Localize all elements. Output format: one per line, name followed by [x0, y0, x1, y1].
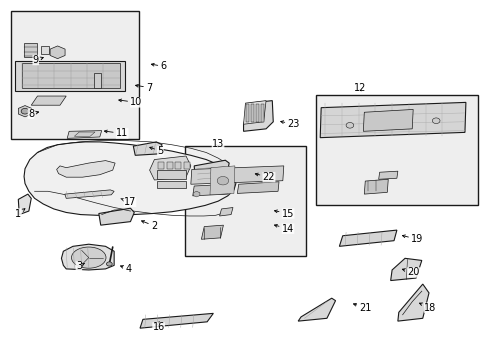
Text: 14: 14 [274, 224, 293, 234]
Polygon shape [246, 104, 249, 122]
Polygon shape [64, 190, 114, 198]
Polygon shape [397, 284, 428, 321]
Bar [175, 162, 181, 170]
Polygon shape [21, 63, 120, 88]
Text: 16: 16 [152, 322, 164, 333]
Polygon shape [251, 104, 254, 122]
Polygon shape [243, 100, 273, 131]
Text: 2: 2 [141, 221, 157, 231]
Text: 12: 12 [353, 83, 366, 93]
Text: 23: 23 [280, 119, 300, 129]
Polygon shape [194, 160, 229, 182]
Text: 6: 6 [151, 62, 166, 71]
Bar [184, 147, 305, 256]
Circle shape [388, 121, 396, 126]
Polygon shape [50, 46, 65, 59]
Polygon shape [149, 156, 190, 180]
Polygon shape [320, 102, 465, 138]
Text: 13: 13 [211, 139, 224, 149]
Polygon shape [364, 179, 387, 194]
Polygon shape [390, 258, 421, 280]
Polygon shape [19, 105, 32, 117]
Polygon shape [339, 230, 396, 246]
Polygon shape [133, 142, 162, 155]
Text: 7: 7 [135, 82, 152, 93]
Text: 10: 10 [119, 98, 142, 107]
Polygon shape [74, 132, 95, 136]
Text: 4: 4 [120, 264, 131, 274]
Polygon shape [209, 166, 234, 195]
Polygon shape [243, 100, 265, 124]
Polygon shape [378, 171, 397, 179]
Polygon shape [31, 96, 66, 105]
Text: 15: 15 [274, 208, 294, 219]
Polygon shape [57, 161, 115, 177]
Circle shape [346, 122, 353, 128]
Bar [316, 95, 477, 205]
Text: 22: 22 [255, 172, 275, 182]
Polygon shape [24, 142, 235, 215]
Bar [157, 181, 185, 188]
Text: 5: 5 [149, 146, 163, 156]
Polygon shape [260, 104, 263, 122]
Polygon shape [363, 109, 412, 131]
Text: 8: 8 [28, 109, 39, 119]
Polygon shape [201, 225, 223, 239]
Bar [158, 162, 163, 170]
Polygon shape [298, 298, 335, 321]
Text: 19: 19 [402, 234, 423, 244]
Polygon shape [219, 207, 232, 216]
Text: 3: 3 [76, 261, 84, 271]
Ellipse shape [71, 247, 106, 268]
Circle shape [431, 118, 439, 123]
Bar [41, 46, 49, 54]
Text: 18: 18 [419, 303, 436, 313]
Bar [93, 73, 101, 87]
Bar [166, 162, 172, 170]
Text: 21: 21 [353, 303, 371, 313]
Bar [11, 11, 139, 139]
Bar [157, 171, 185, 179]
Text: 11: 11 [104, 129, 128, 139]
Bar [184, 162, 189, 170]
Polygon shape [16, 61, 124, 91]
Circle shape [21, 108, 29, 114]
Polygon shape [193, 191, 200, 197]
Circle shape [217, 176, 228, 185]
Polygon shape [140, 313, 213, 328]
Polygon shape [190, 166, 283, 184]
Text: 1: 1 [16, 208, 25, 219]
Polygon shape [256, 104, 258, 122]
Polygon shape [192, 184, 230, 196]
Polygon shape [237, 182, 279, 193]
Text: 17: 17 [121, 197, 136, 207]
Circle shape [106, 262, 112, 266]
Polygon shape [99, 208, 134, 225]
Polygon shape [61, 244, 114, 270]
Text: 9: 9 [33, 55, 43, 65]
Text: 20: 20 [402, 267, 419, 278]
Polygon shape [18, 194, 31, 215]
Bar [24, 43, 38, 57]
Polygon shape [67, 131, 102, 138]
